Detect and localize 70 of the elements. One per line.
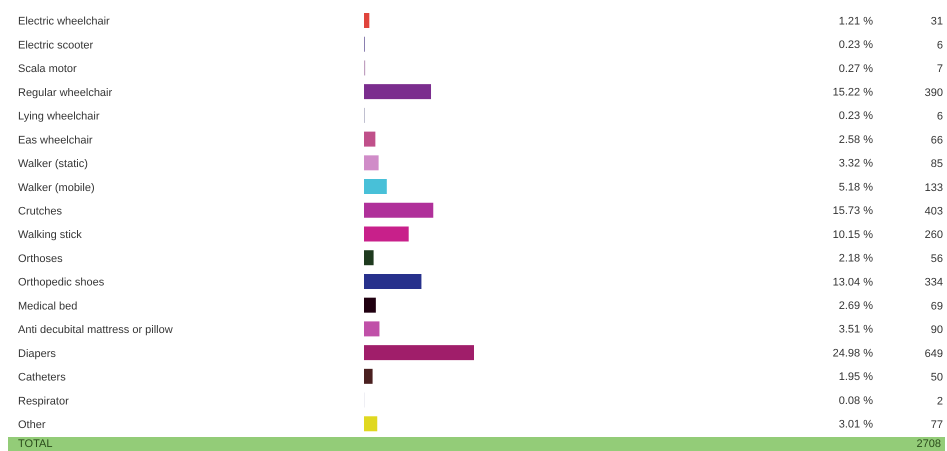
bar (364, 298, 376, 313)
data-label: 3.01 % (838, 418, 874, 431)
text: 50 (930, 372, 943, 384)
y-tick-label: Anti decubital mattress or pillow (18, 324, 173, 336)
text: 77 (930, 418, 943, 431)
y-tick-label: Crutches (18, 205, 63, 218)
text: 6 (936, 110, 943, 123)
text: 133 (924, 182, 943, 194)
y-tick-label: Diapers (18, 348, 56, 360)
data-label: 1.95 % (838, 371, 874, 384)
bar (364, 202, 434, 218)
data-label: 0.23 % (838, 39, 874, 52)
data-label: 2.69 % (838, 300, 874, 312)
y-tick-label: Other (18, 418, 46, 431)
y-tick-label: Lying wheelchair (18, 110, 100, 123)
text: 66 (930, 134, 943, 146)
text: 2708 (916, 438, 942, 450)
data-label: 3.51 % (838, 324, 874, 336)
bar (364, 226, 409, 242)
text: 56 (930, 252, 943, 265)
text: 85 (930, 158, 943, 170)
text: 7 (936, 63, 943, 76)
data-label: 15.73 % (832, 205, 874, 218)
data-label: 10.15 % (832, 228, 874, 241)
bar (364, 368, 373, 384)
bar (364, 132, 376, 147)
y-tick-label: Walker (mobile) (18, 182, 95, 194)
data-label: 2.18 % (838, 252, 874, 265)
text: 403 (924, 205, 943, 218)
data-label: 0.08 % (838, 394, 874, 407)
y-tick-label: Respirator (18, 395, 70, 408)
text: 649 (924, 348, 943, 360)
bar (364, 321, 380, 336)
text: 2 (936, 395, 943, 408)
bar (364, 345, 474, 360)
y-tick-label: Scala motor (18, 63, 78, 76)
data-label: 13.04 % (832, 276, 874, 288)
text: 31 (930, 16, 943, 28)
text: 90 (930, 324, 943, 336)
bar (364, 155, 379, 170)
data-label: 15.22 % (832, 86, 874, 99)
bar (364, 179, 387, 194)
bar (364, 84, 432, 100)
bar (364, 13, 370, 28)
text: 390 (924, 86, 943, 99)
y-tick-label: Electric wheelchair (18, 16, 110, 28)
y-tick-label: Medical bed (18, 300, 78, 312)
data-label: 24.98 % (832, 347, 874, 360)
y-tick-label: Electric scooter (18, 39, 94, 52)
bar (364, 416, 378, 432)
bar (364, 250, 374, 266)
data-label: 0.23 % (838, 110, 874, 122)
y-tick-label: Walking stick (18, 229, 82, 242)
y-tick-label: Regular wheelchair (18, 86, 112, 99)
text: 334 (924, 276, 943, 289)
data-label: 1.21 % (838, 15, 874, 28)
text: 69 (930, 300, 943, 312)
y-tick-label: Orthopedic shoes (18, 276, 105, 289)
y-tick-label: Catheters (18, 372, 66, 384)
y-tick-label: Orthoses (18, 252, 64, 265)
text: 6 (936, 39, 943, 52)
data-label: 5.18 % (838, 181, 874, 194)
y-tick-label: Walker (static) (18, 158, 88, 170)
bar (364, 274, 422, 289)
text: TOTAL (17, 438, 54, 450)
data-label: 0.27 % (838, 62, 874, 75)
y-tick-label: Eas wheelchair (18, 134, 93, 146)
text: 260 (924, 229, 943, 242)
data-label: 3.32 % (838, 158, 874, 170)
data-label: 2.58 % (838, 134, 874, 146)
